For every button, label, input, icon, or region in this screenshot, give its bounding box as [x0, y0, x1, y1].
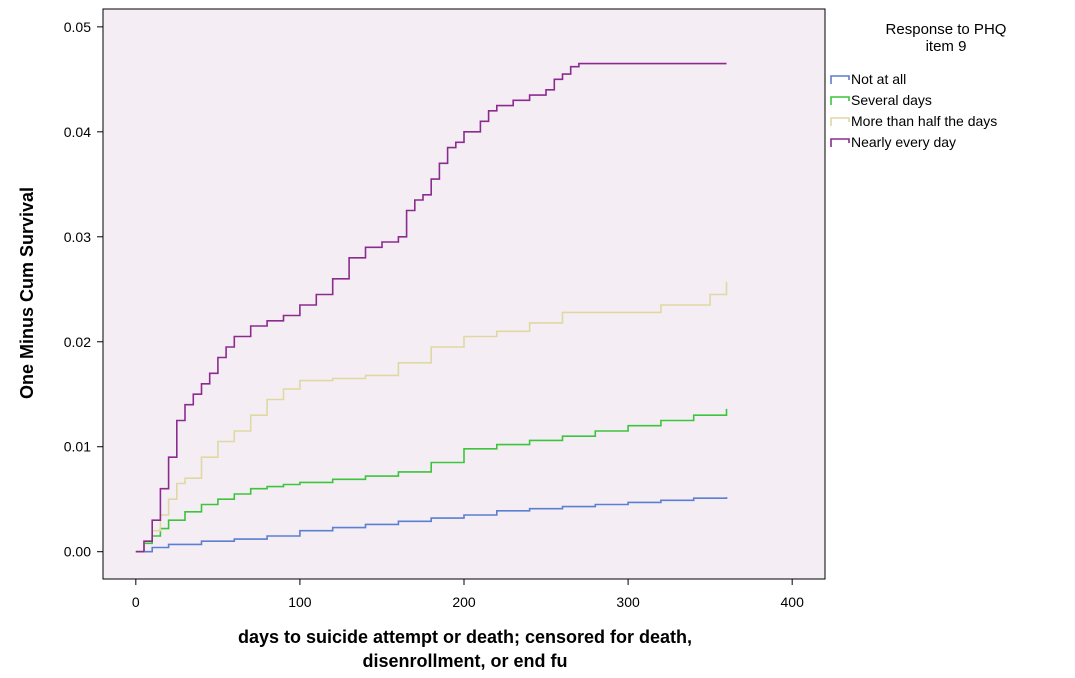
series-line-several-days	[135, 408, 728, 553]
series-layer	[135, 62, 728, 553]
x-axis-title-line-2: disenrollment, or end fu	[362, 651, 567, 671]
x-tick-label: 0	[132, 594, 140, 610]
legend-label-not-at-all: Not at all	[851, 71, 906, 87]
y-tick-label: 0.04	[64, 124, 91, 140]
legend-swatch-not-at-all	[830, 75, 850, 84]
legend-swatch-several-days	[830, 96, 850, 105]
series-line-nearly-every-day	[135, 62, 727, 553]
y-tick-label: 0.01	[64, 439, 91, 455]
x-tick-label: 100	[288, 594, 312, 610]
legend-swatch-nearly-every-day	[830, 138, 850, 147]
series-line-more-than-half-the-days	[135, 281, 728, 553]
legend-swatch-more-than-half-the-days	[830, 117, 850, 126]
y-axis-ticks: 0.00 0.01 0.02 0.03 0.04 0.05	[64, 19, 103, 560]
y-axis-title: One Minus Cum Survival	[17, 187, 37, 399]
plot-area	[102, 8, 826, 580]
y-tick-label: 0.02	[64, 334, 91, 350]
legend-title-line-1: Response to PHQ	[886, 21, 1007, 38]
legend-title-line-2: item 9	[926, 38, 967, 55]
x-axis-ticks: 0 100 200 300 400	[132, 579, 804, 610]
series-line-not-at-all	[135, 497, 728, 553]
legend-label-several-days: Several days	[851, 92, 932, 108]
x-axis-title-line-1: days to suicide attempt or death; censor…	[238, 627, 692, 647]
y-tick-label: 0.00	[64, 544, 91, 560]
x-tick-label: 300	[616, 594, 640, 610]
y-tick-label: 0.05	[64, 19, 91, 35]
legend-label-more-than-half-the-days: More than half the days	[851, 113, 997, 129]
legend-label-nearly-every-day: Nearly every day	[851, 134, 956, 150]
x-tick-label: 400	[781, 594, 805, 610]
y-tick-label: 0.03	[64, 229, 91, 245]
legend: Not at all Several days More than half the…	[830, 71, 997, 150]
x-tick-label: 200	[452, 594, 476, 610]
